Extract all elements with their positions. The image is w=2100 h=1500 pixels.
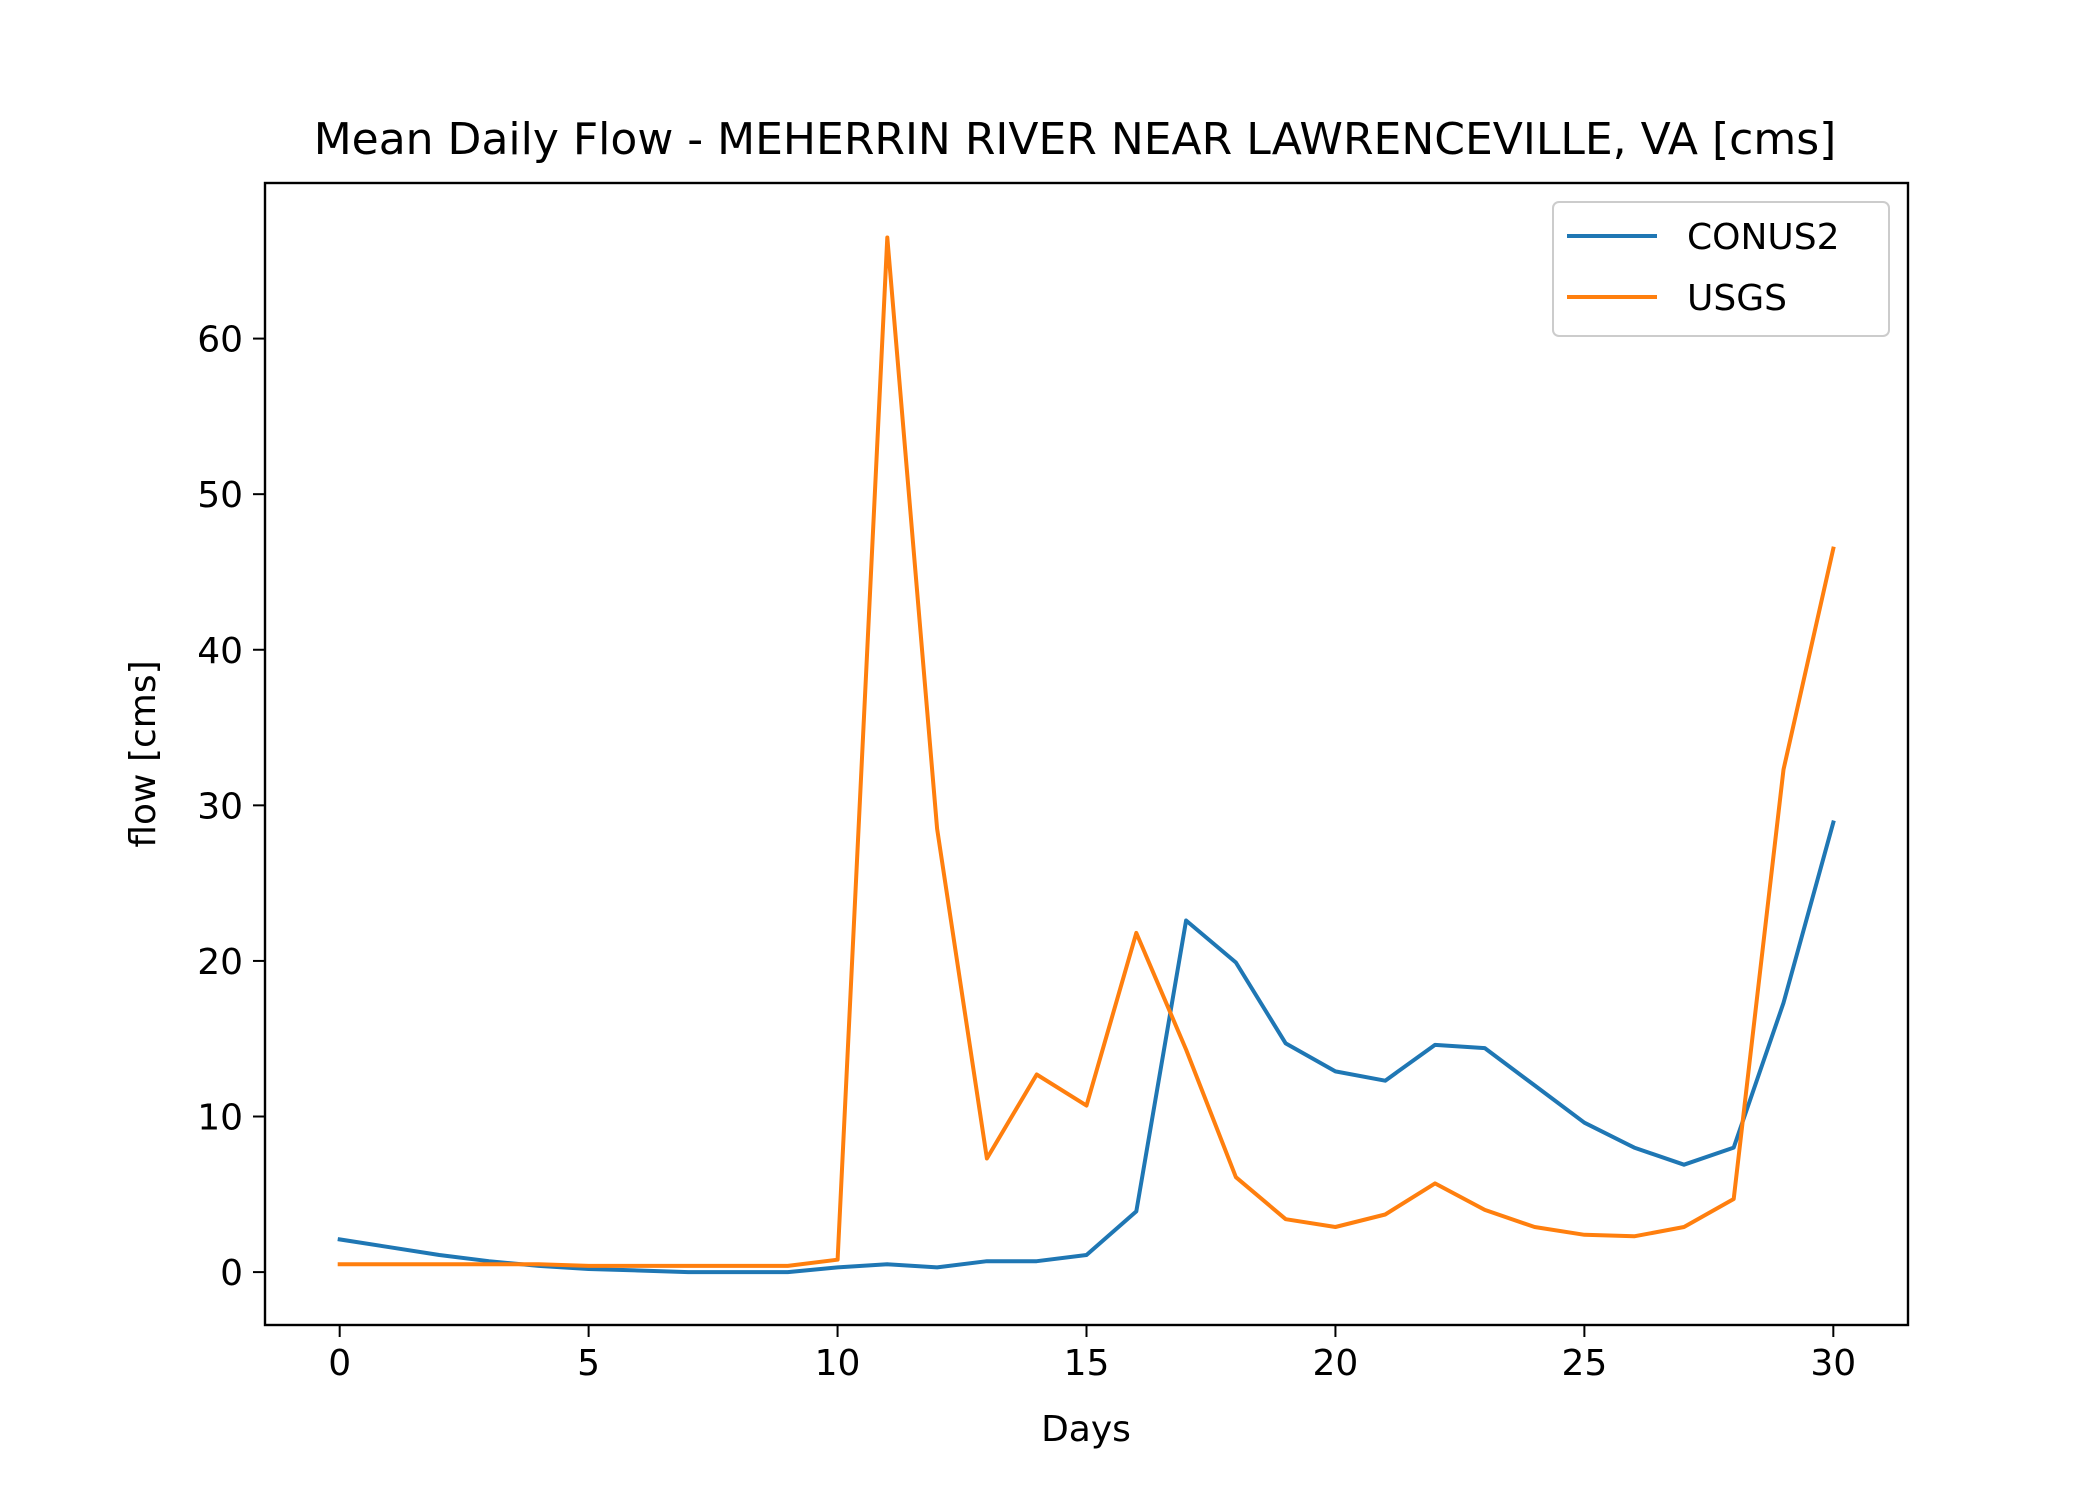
chart-title: Mean Daily Flow - MEHERRIN RIVER NEAR LA… xyxy=(314,114,1837,165)
x-tick-label: 15 xyxy=(1064,1343,1110,1384)
y-tick-label: 60 xyxy=(197,320,243,361)
y-tick-label: 40 xyxy=(197,631,243,672)
y-tick-label: 30 xyxy=(197,786,243,827)
y-tick-label: 50 xyxy=(197,475,243,516)
y-axis-ticks: 0 10 20 30 40 50 60 xyxy=(197,320,265,1294)
legend: CONUS2 USGS xyxy=(1552,201,1890,337)
x-tick-label: 10 xyxy=(815,1343,861,1384)
series-line-conus2 xyxy=(337,820,1836,1275)
x-tick-label: 0 xyxy=(328,1343,351,1384)
legend-entry-usgs: USGS xyxy=(1687,278,1787,319)
x-tick-label: 20 xyxy=(1313,1343,1359,1384)
series-line-usgs xyxy=(337,235,1836,1268)
y-tick-label: 10 xyxy=(197,1098,243,1139)
series-lines xyxy=(337,235,1836,1275)
y-tick-label: 20 xyxy=(197,942,243,983)
legend-entry-conus2: CONUS2 xyxy=(1687,217,1840,258)
x-axis-ticks: 0 5 10 15 20 25 30 xyxy=(328,1325,1856,1384)
x-axis-label: Days xyxy=(1041,1409,1131,1450)
y-tick-label: 0 xyxy=(220,1253,243,1294)
x-tick-label: 5 xyxy=(577,1343,600,1384)
x-tick-label: 25 xyxy=(1561,1343,1607,1384)
x-tick-label: 30 xyxy=(1810,1343,1856,1384)
y-axis-label: flow [cms] xyxy=(123,660,164,847)
